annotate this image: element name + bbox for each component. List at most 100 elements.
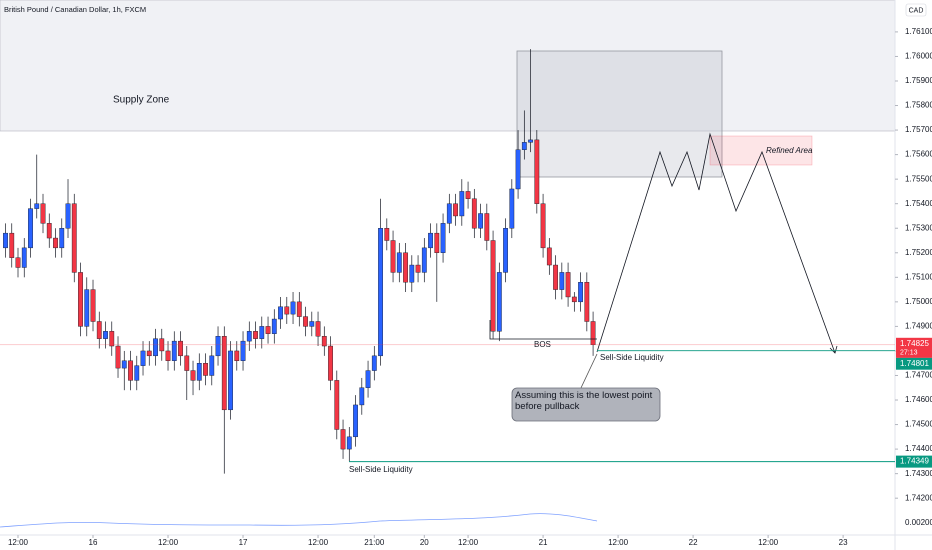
candle-body bbox=[296, 301, 302, 317]
candle-body bbox=[90, 289, 96, 322]
candle-body bbox=[3, 232, 8, 249]
candle-body bbox=[28, 208, 33, 249]
candle-body bbox=[553, 264, 558, 290]
x-tick-label: 12:00 bbox=[308, 538, 329, 547]
x-tick-label: 21:00 bbox=[364, 538, 385, 547]
candle-body bbox=[9, 232, 15, 258]
candle-body bbox=[353, 404, 358, 438]
candle-body bbox=[403, 252, 408, 283]
candle-body bbox=[365, 370, 371, 388]
currency-label: CAD bbox=[909, 7, 924, 14]
countdown-label: 27:13 bbox=[900, 350, 918, 357]
candle-body bbox=[378, 228, 383, 357]
candle-body bbox=[459, 191, 465, 217]
candle-body bbox=[496, 272, 502, 332]
candle-body bbox=[384, 228, 390, 241]
candle-body bbox=[65, 203, 71, 229]
y-tick-label: 1.75200 bbox=[905, 248, 932, 257]
x-tick-label: 12:00 bbox=[458, 538, 479, 547]
candle-body bbox=[396, 252, 402, 273]
candle-body bbox=[153, 338, 158, 357]
candle-body bbox=[590, 321, 596, 346]
candle-body bbox=[240, 340, 246, 361]
candle-body bbox=[84, 289, 90, 327]
candle-body bbox=[346, 436, 352, 450]
y-tick-label: 1.74600 bbox=[905, 395, 932, 404]
x-tick-label: 21 bbox=[539, 538, 548, 547]
callout-text: Assuming this is the lowest point before… bbox=[515, 390, 653, 412]
candle-body bbox=[59, 228, 65, 249]
chart-title: British Pound / Canadian Dollar, 1h, FXC… bbox=[4, 5, 146, 14]
y-tick-label: 1.75300 bbox=[905, 223, 932, 232]
candle-body bbox=[221, 336, 227, 411]
candle-body bbox=[115, 345, 121, 369]
candle-body bbox=[446, 203, 452, 224]
candle-body bbox=[465, 191, 471, 199]
x-tick-label: 12:00 bbox=[758, 538, 779, 547]
candle-body bbox=[34, 203, 40, 209]
y-tick-label: 1.74300 bbox=[905, 469, 932, 478]
candle-body bbox=[40, 203, 46, 224]
candle-body bbox=[540, 203, 546, 249]
candle-body bbox=[559, 272, 565, 290]
candle-body bbox=[146, 350, 152, 357]
candle-body bbox=[415, 264, 421, 273]
supply-zone bbox=[0, 0, 896, 132]
y-tick-label: 1.74400 bbox=[905, 444, 932, 453]
candle-body bbox=[503, 228, 508, 273]
callout: Assuming this is the lowest point before… bbox=[515, 390, 653, 412]
y-tick-label: 1.75000 bbox=[905, 297, 932, 306]
price-tag bbox=[896, 357, 932, 370]
candle-body bbox=[290, 301, 296, 315]
candle-body bbox=[184, 355, 190, 371]
candle-body bbox=[471, 198, 477, 229]
x-tick-label: 16 bbox=[89, 538, 98, 547]
candle-body bbox=[578, 282, 583, 303]
candle-body bbox=[321, 336, 327, 347]
candle-body bbox=[228, 350, 233, 411]
candle-body bbox=[478, 213, 483, 229]
candle-body bbox=[521, 142, 527, 150]
x-tick-label: 22 bbox=[689, 538, 698, 547]
candle-body bbox=[46, 223, 52, 239]
y-tick-label: 1.75900 bbox=[905, 76, 932, 85]
candle-body bbox=[78, 272, 83, 327]
supply-zone-label: Supply Zone bbox=[113, 95, 170, 106]
indicator-tick-label: 0.00200 bbox=[905, 518, 932, 527]
candle-body bbox=[315, 321, 321, 337]
candle-body bbox=[203, 363, 208, 376]
candle-body bbox=[284, 306, 290, 315]
candle-body bbox=[484, 213, 490, 241]
y-tick-label: 1.74900 bbox=[905, 322, 932, 331]
candle-body bbox=[196, 363, 202, 381]
price-tag bbox=[896, 455, 932, 468]
candle-body bbox=[259, 326, 265, 339]
candle-body bbox=[565, 272, 571, 298]
candle-body bbox=[21, 247, 27, 268]
candle-body bbox=[215, 336, 221, 357]
candle-body bbox=[428, 232, 433, 249]
candle-body bbox=[509, 188, 515, 229]
candle-body bbox=[96, 321, 102, 339]
indicator-line bbox=[0, 513, 598, 528]
bos-line bbox=[489, 320, 597, 340]
callout-pointer bbox=[579, 353, 598, 391]
candle-body bbox=[421, 247, 427, 273]
candle-body bbox=[490, 240, 496, 332]
y-tick-label: 1.74700 bbox=[905, 371, 932, 380]
candle-body bbox=[265, 326, 271, 334]
price-tag-label: 1.74801 bbox=[900, 359, 929, 368]
y-tick-label: 1.74500 bbox=[905, 420, 932, 429]
candle-body bbox=[128, 360, 133, 381]
candle-body bbox=[171, 340, 177, 361]
x-tick-label: 12:00 bbox=[608, 538, 629, 547]
candle-body bbox=[453, 203, 458, 217]
candle-body bbox=[15, 257, 21, 268]
candle-body bbox=[140, 350, 146, 366]
candle-body bbox=[390, 240, 396, 273]
candles bbox=[3, 49, 596, 474]
currency-box bbox=[905, 3, 927, 17]
x-tick-label: 23 bbox=[839, 538, 848, 547]
y-tick-label: 1.75800 bbox=[905, 101, 932, 110]
y-tick-label: 1.75700 bbox=[905, 125, 932, 134]
